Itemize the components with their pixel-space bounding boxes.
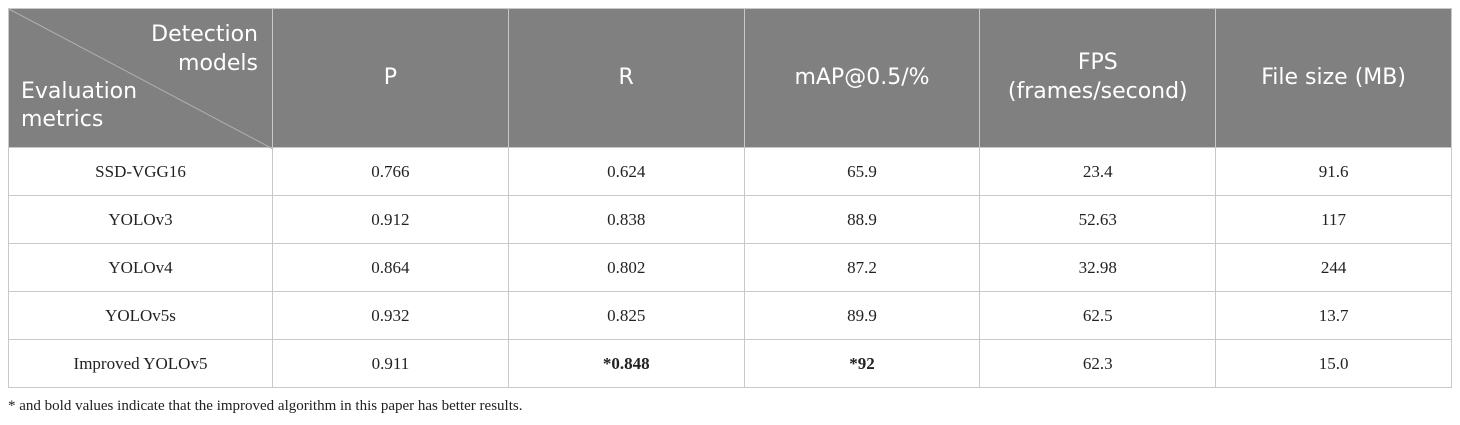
column-header: R xyxy=(507,8,745,148)
cell: 0.825 xyxy=(507,291,745,340)
cell: 91.6 xyxy=(1215,147,1452,196)
cell: 0.864 xyxy=(272,243,509,292)
cell: 244 xyxy=(1215,243,1452,292)
table-row: YOLOv3 0.912 0.838 88.9 52.63 117 xyxy=(8,195,1452,244)
row-header: YOLOv4 xyxy=(8,243,273,292)
cell: 87.2 xyxy=(743,243,981,292)
cell: 52.63 xyxy=(979,195,1217,244)
cell: 89.9 xyxy=(743,291,981,340)
cell: 0.838 xyxy=(507,195,745,244)
table-row: YOLOv5s 0.932 0.825 89.9 62.5 13.7 xyxy=(8,291,1452,340)
cell: 0.802 xyxy=(507,243,745,292)
cell: 0.911 xyxy=(272,339,509,388)
cell: 0.932 xyxy=(272,291,509,340)
column-header: File size (MB) xyxy=(1215,8,1452,148)
cell: 23.4 xyxy=(979,147,1217,196)
row-header: SSD-VGG16 xyxy=(8,147,273,196)
diagonal xyxy=(9,9,273,149)
row-header: Improved YOLOv5 xyxy=(8,339,273,388)
column-header-text: P xyxy=(383,64,398,90)
table-row: SSD-VGG16 0.766 0.624 65.9 23.4 91.6 xyxy=(8,147,1452,196)
cell: 65.9 xyxy=(743,147,981,196)
column-header-text: File size (MB) xyxy=(1261,64,1406,90)
cell: 0.624 xyxy=(507,147,745,196)
column-header-text: FPS (frames/second) xyxy=(1007,50,1188,104)
row-header: YOLOv3 xyxy=(8,195,273,244)
cell: 0.766 xyxy=(272,147,509,196)
cell: 13.7 xyxy=(1215,291,1452,340)
corner-cell: Detection models Evaluation metrics xyxy=(8,8,273,149)
cell: 32.98 xyxy=(979,243,1217,292)
column-header: P xyxy=(272,8,509,148)
cell: 117 xyxy=(1215,195,1452,244)
footnote: * and bold values indicate that the impr… xyxy=(8,398,523,414)
corner-bottom: Evaluation metrics xyxy=(21,78,138,133)
cell: 88.9 xyxy=(743,195,981,244)
cell: 62.5 xyxy=(979,291,1217,340)
column-header: mAP@0.5/% xyxy=(743,8,981,148)
cell: 15.0 xyxy=(1215,339,1452,388)
column-header-text: mAP@0.5/% xyxy=(794,64,930,90)
column-header: FPS (frames/second) xyxy=(979,8,1217,148)
cell: 0.912 xyxy=(272,195,509,244)
cell: *0.848 xyxy=(507,339,745,388)
row-header: YOLOv5s xyxy=(8,291,273,340)
cell: *92 xyxy=(743,339,981,388)
cell: 62.3 xyxy=(979,339,1217,388)
table-body: SSD-VGG16 0.766 0.624 65.9 23.4 91.6 YOLOv3 0.9… xyxy=(8,147,1452,388)
table-row: Improved YOLOv5 0.911 *0.848 *92 62.3 15.0 xyxy=(8,339,1452,388)
column-header-text: R xyxy=(618,64,634,90)
corner-top: Detection models xyxy=(151,22,258,76)
table-row: YOLOv4 0.864 0.802 87.2 32.98 244 xyxy=(8,243,1452,292)
